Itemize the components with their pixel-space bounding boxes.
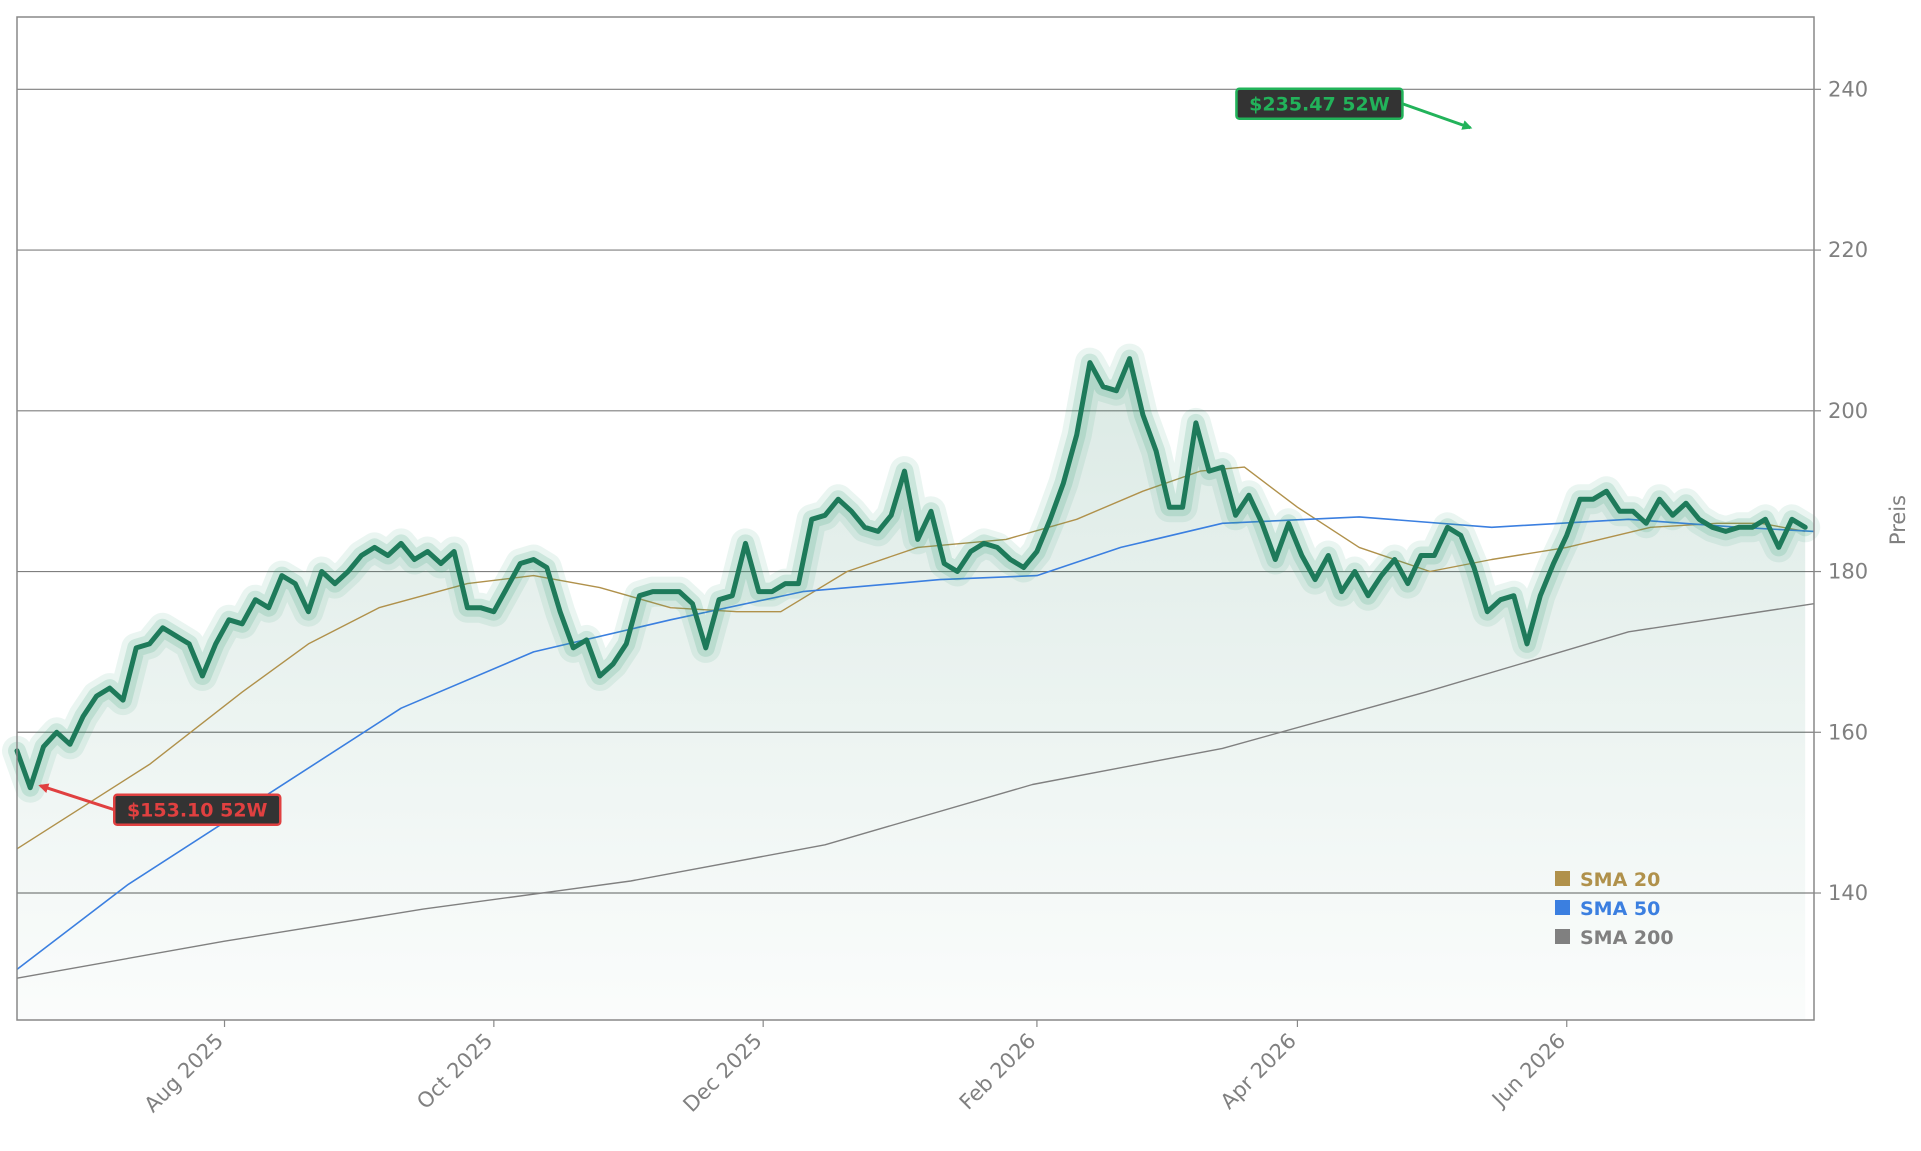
moving-averages <box>16 466 1815 979</box>
price-line <box>14 356 1808 791</box>
y-axis: 140 160 180 200 220 240 <box>1814 77 1868 905</box>
x-tick-label-0: Aug 2025 <box>140 1029 228 1117</box>
x-tick-label-5: Jun 2026 <box>1486 1029 1570 1113</box>
y-tick-label-180: 180 <box>1828 560 1868 584</box>
x-axis: Aug 2025 Oct 2025 Dec 2025 Feb 2026 Apr 2026… <box>140 1020 1570 1117</box>
y-axis-title: Preis <box>1886 495 1910 545</box>
annotations: $235.47 52W $153.10 52W <box>38 87 1473 826</box>
annotation-box-low <box>112 793 282 826</box>
price-area-fill <box>17 358 1806 1021</box>
legend-swatch-2 <box>1555 929 1570 944</box>
legend-label-0: SMA 20 <box>1580 869 1660 891</box>
plot-frame <box>16 16 1815 1021</box>
y-tick-label-160: 160 <box>1828 720 1868 744</box>
y-tick-label-200: 200 <box>1828 399 1868 423</box>
annotation-label-high: $235.47 52W <box>1249 94 1390 116</box>
legend-label-2: SMA 200 <box>1580 927 1674 949</box>
price-series <box>2 343 1821 803</box>
sma-50-line <box>16 516 1815 971</box>
y-tick-label-140: 140 <box>1828 881 1868 905</box>
price-area <box>17 358 1806 1021</box>
annotation-arrow-low <box>38 783 115 812</box>
sma-20-line <box>16 466 1806 850</box>
x-tick-label-1: Oct 2025 <box>412 1029 497 1114</box>
legend-swatch-0 <box>1555 871 1570 886</box>
annotation-arrow-high <box>1401 102 1473 130</box>
annotation-label-low: $153.10 52W <box>127 800 268 822</box>
legend-swatch-1 <box>1555 900 1570 915</box>
legend: SMA 20 SMA 50 SMA 200 <box>1555 869 1674 949</box>
y-tick-label-220: 220 <box>1828 238 1868 262</box>
x-tick-label-3: Feb 2026 <box>955 1029 1041 1115</box>
sma-200-line <box>16 603 1815 979</box>
x-tick-label-4: Apr 2026 <box>1216 1029 1301 1114</box>
annotation-box-high <box>1235 87 1404 120</box>
y-tick-label-240: 240 <box>1828 77 1868 101</box>
x-tick-label-2: Dec 2025 <box>678 1029 766 1117</box>
legend-label-1: SMA 50 <box>1580 898 1660 920</box>
